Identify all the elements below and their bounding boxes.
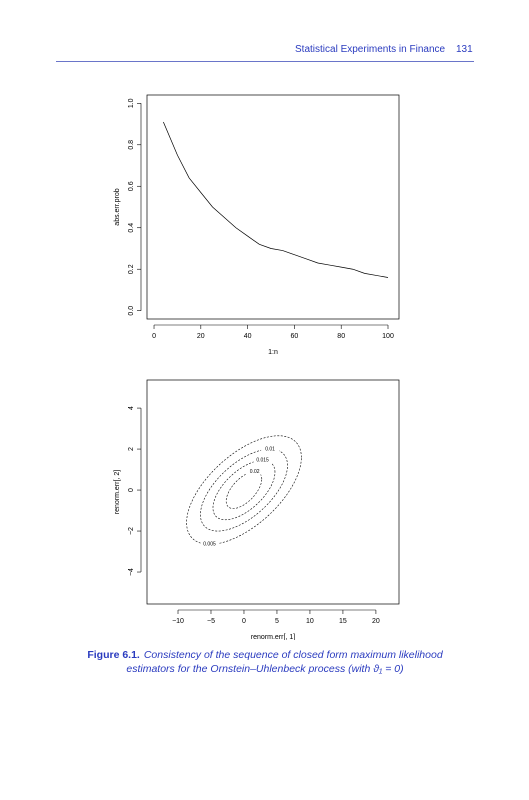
x-axis-label: renorm.err[, 1] — [251, 634, 295, 640]
contour-label-bg — [261, 446, 280, 453]
data-line — [163, 121, 389, 278]
x-tick-label: 20 — [197, 333, 205, 340]
figure: 0 20 40 60 80 1000.00.20.40.60.81.01:nabs.err… — [114, 94, 400, 640]
contour-line — [186, 435, 302, 545]
x-tick-label: 20 — [372, 618, 380, 625]
plot-frame — [146, 379, 400, 605]
y-tick-label: 0.8 — [128, 140, 135, 150]
plot-frame — [146, 94, 400, 320]
x-axis-label: 1:n — [268, 349, 278, 356]
page-number: 131 — [456, 44, 473, 55]
contour-line — [200, 448, 288, 532]
x-tick-label: −10 — [172, 618, 184, 625]
x-tick-label: 10 — [306, 618, 314, 625]
x-tick-label: −5 — [207, 618, 215, 625]
y-tick-label: −2 — [128, 527, 135, 535]
y-tick-label: 0 — [128, 488, 135, 492]
y-axis-label: abs.err.prob — [114, 188, 121, 225]
x-tick-label: 60 — [291, 333, 299, 340]
y-tick-label: 4 — [128, 406, 135, 410]
y-tick-label: 1.0 — [128, 98, 135, 108]
contour-label-bg — [253, 457, 272, 464]
x-tick-label: 5 — [275, 618, 279, 625]
contour-label: 0.02 — [250, 469, 260, 475]
y-axis-label: renorm.err[, 2] — [114, 470, 121, 514]
contour-line — [225, 471, 263, 509]
y-tick-label: −4 — [128, 568, 135, 576]
contour-label-bg — [245, 468, 264, 475]
caption-label: Figure 6.1. — [87, 649, 140, 661]
x-tick-label: 40 — [244, 333, 252, 340]
y-tick-label: 0.4 — [128, 223, 135, 233]
header-rule — [56, 61, 474, 62]
x-tick-label: 15 — [339, 618, 347, 625]
caption: Figure 6.1. Consistency of the sequence o… — [70, 648, 460, 676]
contour-label-bg — [200, 541, 219, 548]
caption-text: Consistency of the sequence of closed fo… — [126, 649, 443, 675]
running-head: Statistical Experiments in Finance — [295, 44, 446, 55]
x-tick-label: 0 — [152, 333, 156, 340]
x-tick-label: 80 — [337, 333, 345, 340]
x-tick-label: 0 — [242, 618, 246, 625]
y-tick-label: 2 — [128, 447, 135, 451]
y-tick-label: 0.6 — [128, 181, 135, 191]
x-tick-label: 100 — [382, 333, 394, 340]
contour-label: 0.015 — [256, 458, 269, 464]
contour-label: 0.005 — [203, 542, 216, 548]
contour-line — [212, 460, 276, 521]
y-tick-label: 0.2 — [128, 264, 135, 274]
contour-label: 0.01 — [265, 446, 275, 452]
y-tick-label: 0.0 — [128, 306, 135, 316]
